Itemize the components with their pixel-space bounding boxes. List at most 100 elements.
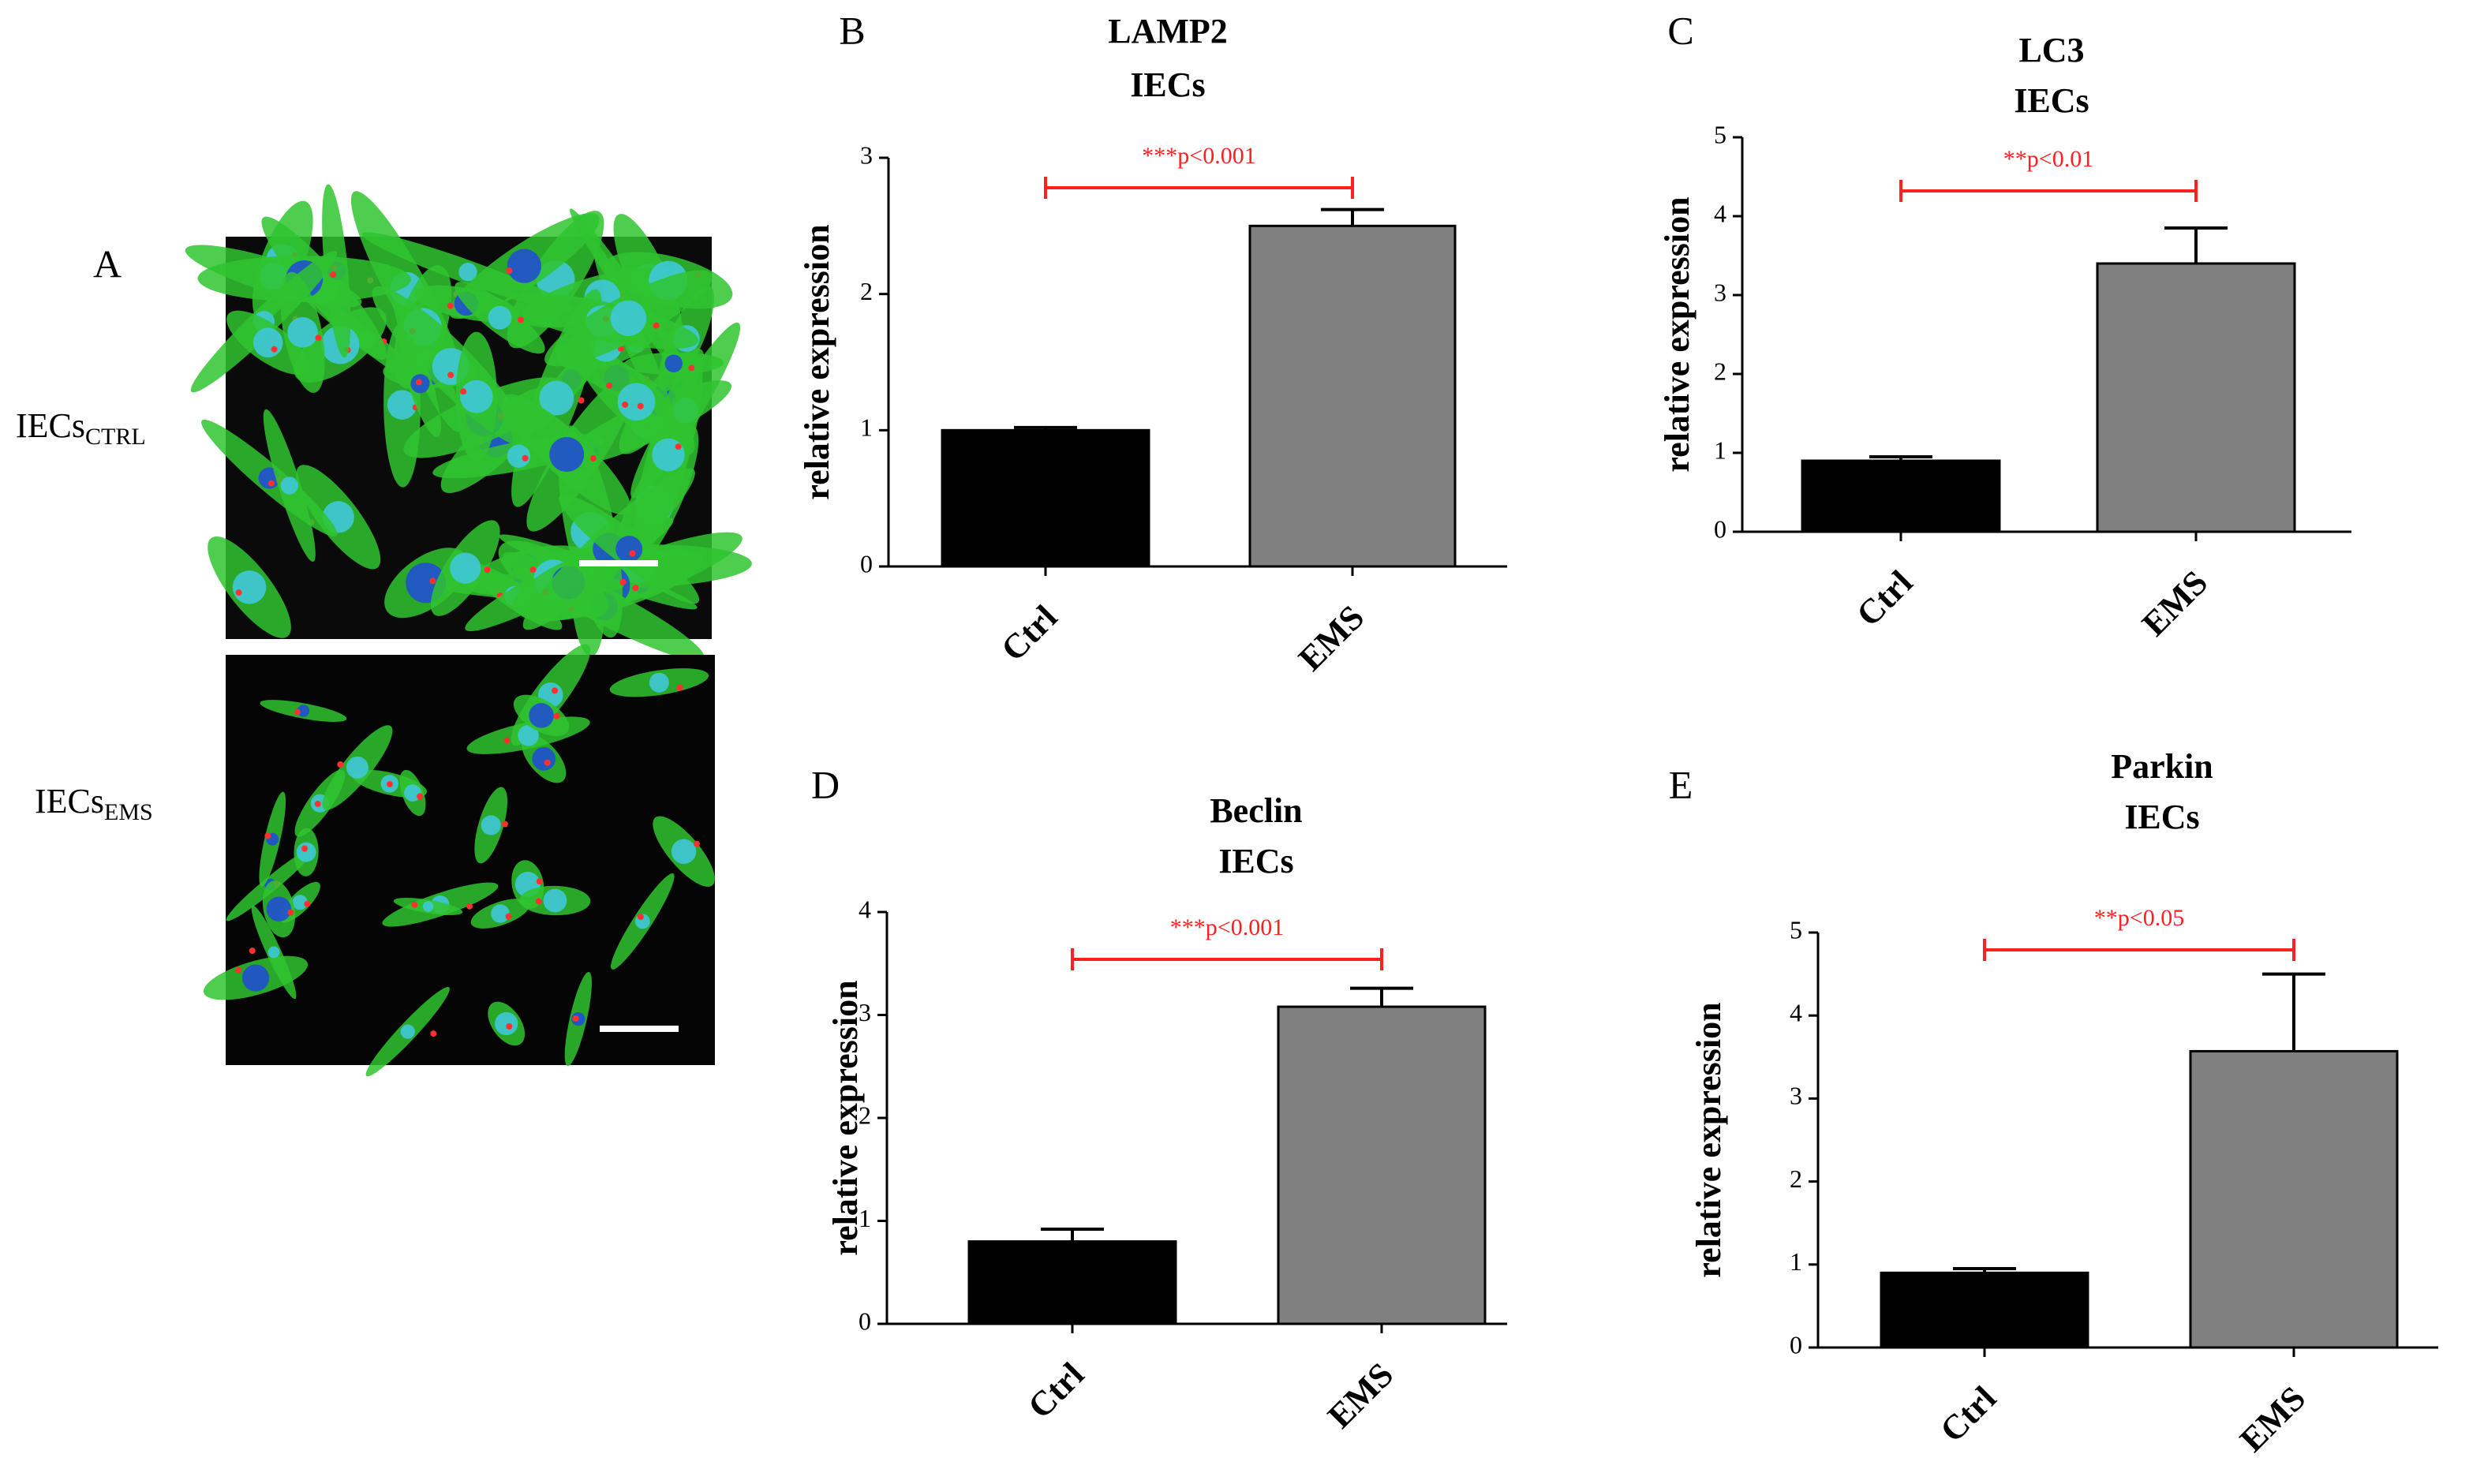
x-tick-label: Ctrl [1849, 563, 1920, 634]
spot [622, 401, 629, 408]
nucleus [488, 305, 512, 330]
bar [1801, 459, 2001, 533]
spot [632, 585, 639, 592]
nucleus [232, 570, 267, 604]
row-label-main: IECs [16, 406, 85, 445]
spot [675, 443, 682, 450]
spot [249, 948, 256, 955]
spot [294, 708, 301, 716]
y-tick-label: 0 [1714, 514, 1726, 543]
y-tick-label: 0 [1790, 1330, 1802, 1359]
spot [484, 566, 491, 574]
nucleus [450, 552, 481, 584]
nucleus [532, 746, 556, 771]
spot [693, 840, 700, 847]
x-tick-label: EMS [1291, 598, 1371, 678]
spot [460, 388, 467, 395]
spot [337, 761, 344, 768]
spot [411, 901, 418, 908]
spot [506, 267, 513, 274]
x-tick-label: Ctrl [993, 598, 1064, 669]
bar [941, 428, 1150, 568]
bar [1248, 224, 1457, 568]
spot [505, 913, 512, 920]
y-tick-label: 4 [859, 895, 871, 923]
nucleus [387, 390, 417, 420]
nucleus [481, 815, 501, 835]
spot [535, 898, 542, 905]
nucleus [280, 477, 299, 495]
spot [503, 737, 511, 744]
spot [314, 800, 321, 807]
y-tick-label: 4 [1790, 999, 1802, 1027]
panel-letter: D [811, 762, 840, 806]
chart-title: Parkin [2111, 747, 2213, 786]
spot [589, 455, 597, 462]
spot [501, 820, 508, 828]
significance-label: ***p<0.001 [1142, 143, 1255, 169]
spot [553, 712, 560, 720]
spot [466, 903, 473, 910]
row-label-subscript: EMS [104, 799, 153, 825]
spot [447, 302, 454, 309]
micrograph [185, 184, 752, 661]
nucleus [422, 901, 434, 912]
nucleus [459, 379, 493, 413]
nucleus [267, 946, 280, 959]
nucleus [292, 895, 308, 910]
nucleus [287, 316, 318, 348]
spot [544, 759, 551, 766]
nucleus [610, 300, 647, 336]
spot [606, 382, 613, 389]
x-tick-label: Ctrl [1020, 1355, 1091, 1426]
nucleus [241, 964, 270, 992]
spot [578, 397, 585, 404]
bar [1277, 1005, 1487, 1325]
nucleus [507, 444, 531, 468]
nucleus [346, 756, 368, 779]
spot [430, 1030, 437, 1037]
spot [447, 372, 455, 379]
spot [637, 913, 644, 920]
x-tick-label: EMS [2232, 1379, 2313, 1460]
nucleus [458, 263, 477, 282]
chart-subtitle: IECs [2014, 81, 2089, 120]
nucleus [549, 436, 585, 473]
y-axis-label: relative expression [826, 980, 865, 1255]
y-tick-label: 2 [1714, 357, 1726, 385]
spot [315, 335, 322, 342]
spot [304, 900, 311, 907]
y-tick-label: 3 [1714, 278, 1726, 306]
y-axis-label: relative expression [1689, 1002, 1728, 1277]
y-tick-label: 5 [1714, 120, 1726, 148]
chart-title: Beclin [1210, 791, 1302, 830]
nucleus [253, 327, 283, 358]
chart-subtitle: IECs [2124, 798, 2199, 836]
significance-label: **p<0.05 [2094, 905, 2184, 931]
spot [522, 454, 529, 462]
spot [329, 271, 336, 278]
bar [1880, 1271, 2089, 1349]
bar [2189, 1049, 2399, 1349]
spot [386, 780, 393, 787]
y-axis-label: relative expression [1658, 196, 1697, 472]
row-label-subscript: CTRL [85, 424, 146, 450]
spot [653, 322, 660, 329]
y-tick-label: 1 [860, 413, 873, 442]
spot [301, 845, 309, 852]
y-tick-label: 2 [860, 277, 873, 305]
nucleus [495, 1011, 518, 1036]
y-tick-label: 3 [860, 140, 873, 169]
spot [536, 878, 543, 885]
spot [688, 364, 695, 372]
nucleus [507, 249, 541, 283]
spot [552, 687, 559, 694]
nucleus [518, 724, 539, 746]
bar [2096, 262, 2296, 533]
row-label: IECsEMS [35, 782, 153, 825]
y-tick-label: 3 [859, 998, 871, 1026]
chart-subtitle: IECs [1218, 842, 1293, 880]
spot [676, 684, 683, 691]
spot [506, 1022, 513, 1030]
y-tick-label: 1 [859, 1204, 871, 1232]
